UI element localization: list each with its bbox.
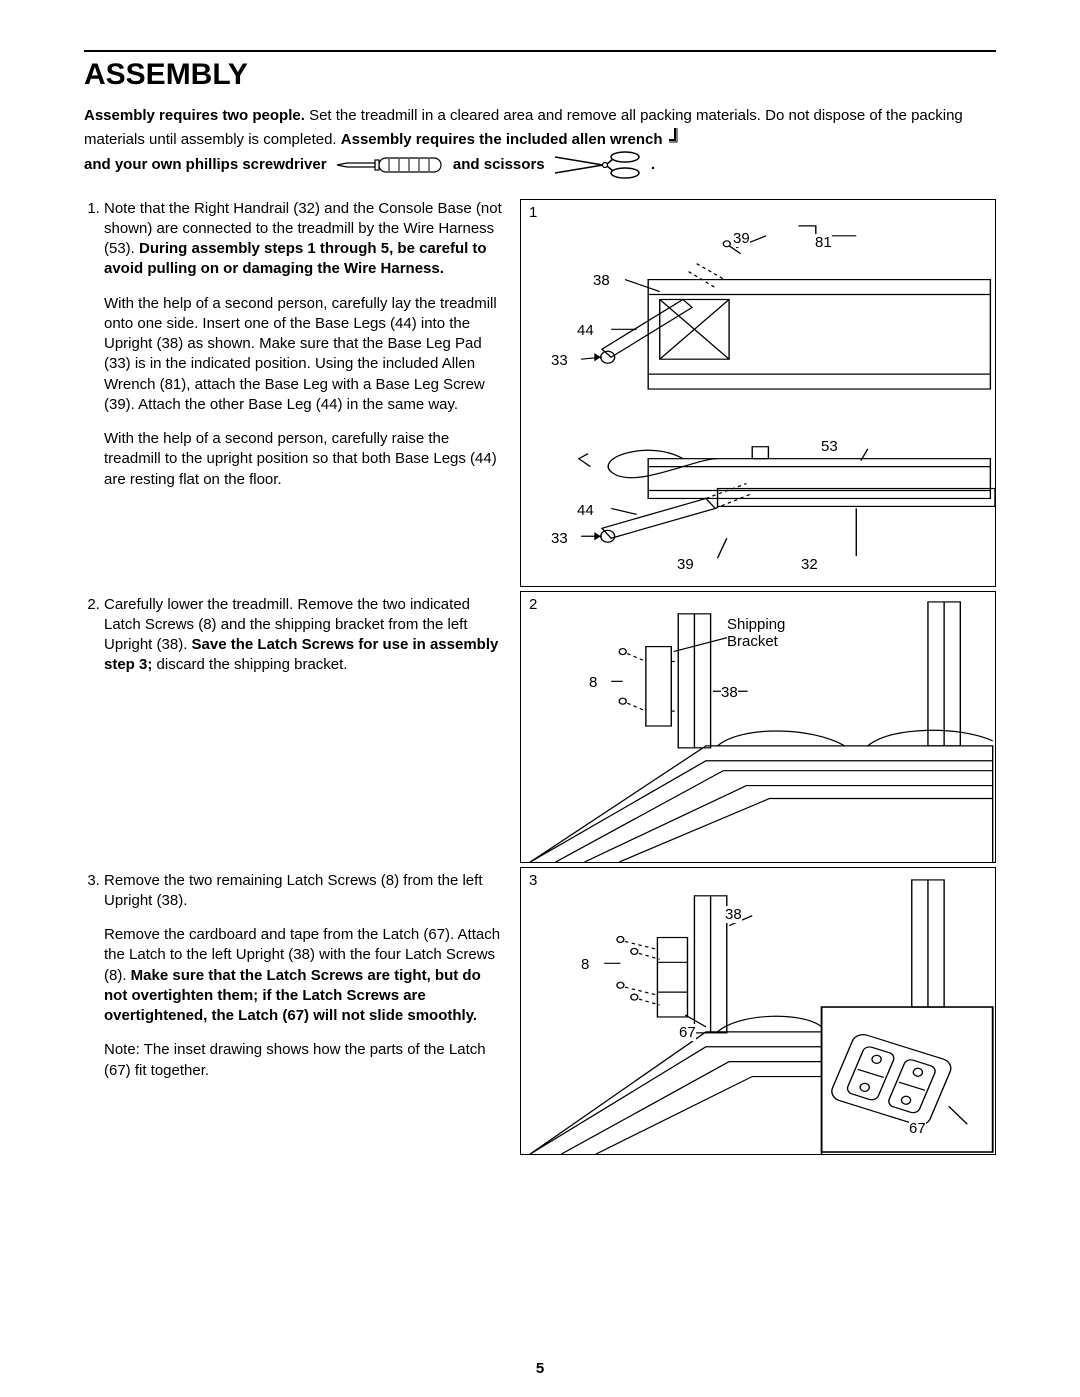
step-3: Remove the two remaining Latch Screws (8…	[104, 871, 502, 1081]
fig1-lbl-44a: 44	[577, 322, 594, 339]
step-1: Note that the Right Handrail (32) and th…	[104, 199, 502, 577]
intro-bold-1: Assembly requires two people.	[84, 107, 309, 124]
tool-phillips-label: and your own phillips screwdriver	[84, 155, 331, 172]
step3-p2b: Make sure that the Latch Screws are tigh…	[104, 967, 481, 1025]
allen-wrench-icon	[667, 126, 681, 144]
fig1-lbl-81: 81	[815, 234, 832, 251]
step3-p1: Remove the two remaining Latch Screws (8…	[104, 871, 502, 912]
fig3-lbl-67b: 67	[909, 1120, 926, 1137]
fig1-lbl-33b: 33	[551, 530, 568, 547]
step1-p3: With the help of a second person, carefu…	[104, 429, 502, 490]
fig1-lbl-38: 38	[593, 272, 610, 289]
right-column: 1	[520, 199, 996, 1155]
tool-scissors-label: and scissors	[453, 155, 549, 172]
step-2: Carefully lower the treadmill. Remove th…	[104, 595, 502, 853]
left-column: Note that the Right Handrail (32) and th…	[84, 199, 502, 1155]
fig1-diagram	[521, 200, 995, 586]
page-title: ASSEMBLY	[84, 58, 996, 92]
fig2-lbl-8: 8	[589, 674, 597, 691]
intro-paragraph: Assembly requires two people. Set the tr…	[84, 106, 996, 179]
page-number: 5	[0, 1360, 1080, 1377]
fig1-lbl-32: 32	[801, 556, 818, 573]
fig1-lbl-53: 53	[821, 438, 838, 455]
step2-p1c: discard the shipping bracket.	[157, 656, 348, 673]
intro-bold-2: Assembly requires the included allen wre…	[341, 131, 667, 148]
fig1-lbl-33a: 33	[551, 352, 568, 369]
manual-page: ASSEMBLY Assembly requires two people. S…	[0, 0, 1080, 1397]
fig3-lbl-67a: 67	[679, 1024, 696, 1041]
figure-1: 1	[520, 199, 996, 587]
figure-2: 2	[520, 591, 996, 863]
fig1-lbl-39b: 39	[677, 556, 694, 573]
fig3-lbl-8: 8	[581, 956, 589, 973]
tool-period: .	[651, 155, 655, 172]
fig2-lbl-ship: Shipping Bracket	[727, 616, 785, 650]
rule-top	[84, 50, 996, 52]
step3-p3: Note: The inset drawing shows how the pa…	[104, 1040, 502, 1081]
fig3-lbl-38: 38	[725, 906, 742, 923]
fig1-lbl-39a: 39	[733, 230, 750, 247]
assembly-steps-list: Note that the Right Handrail (32) and th…	[84, 199, 502, 1081]
screwdriver-icon	[335, 155, 445, 175]
scissors-icon	[553, 151, 643, 179]
fig1-lbl-44b: 44	[577, 502, 594, 519]
step1-p1b: During assembly steps 1 through 5, be ca…	[104, 240, 487, 277]
figure-3: 3	[520, 867, 996, 1155]
step1-p2: With the help of a second person, carefu…	[104, 294, 502, 416]
two-column-layout: Note that the Right Handrail (32) and th…	[84, 199, 996, 1155]
tool-line: and your own phillips screwdriver and sc…	[84, 151, 996, 179]
fig3-diagram	[521, 868, 995, 1154]
fig2-lbl-38: 38	[721, 684, 738, 701]
